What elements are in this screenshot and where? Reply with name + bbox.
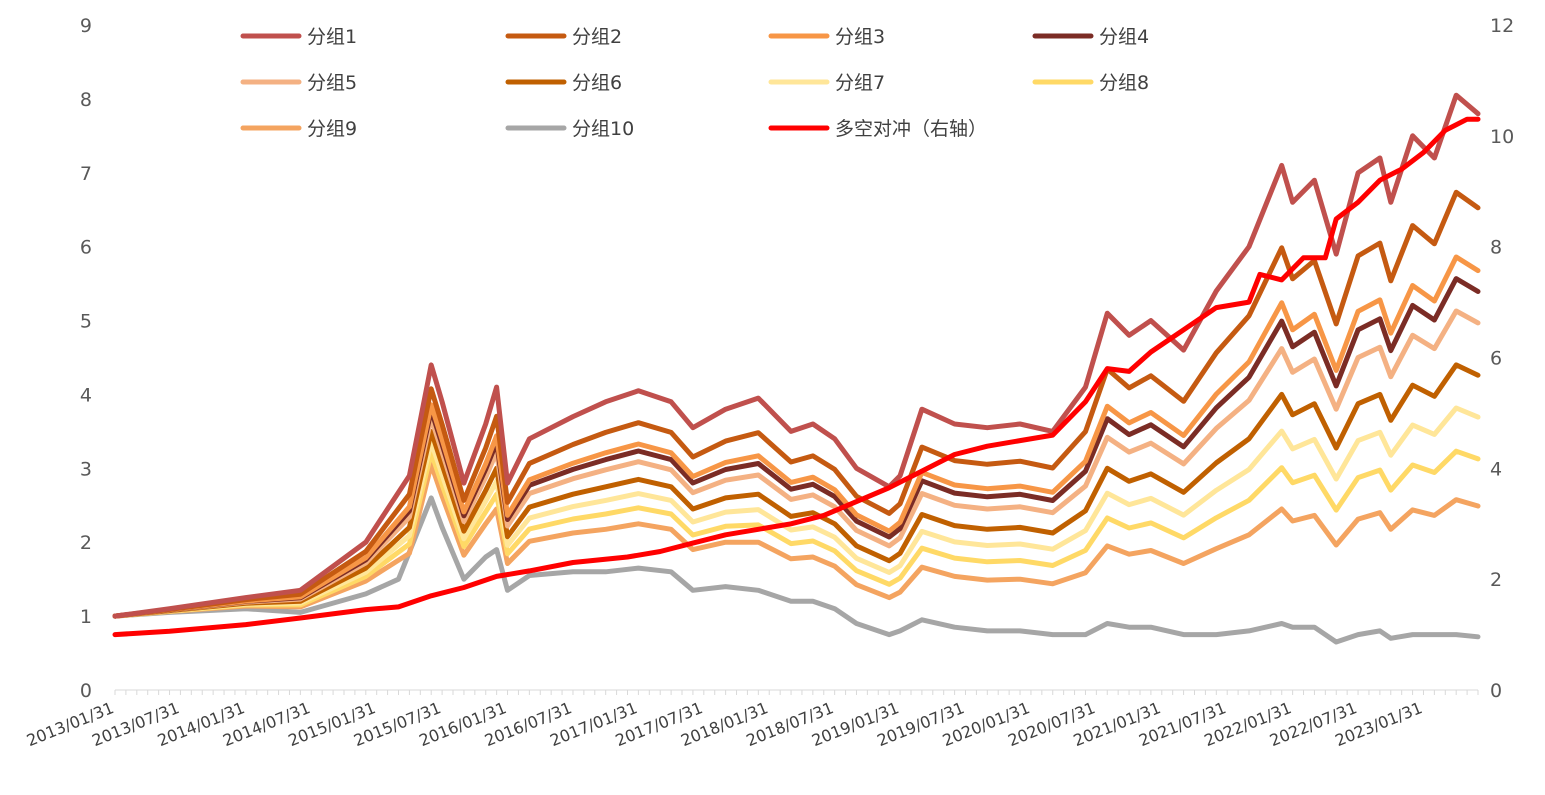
legend-label: 分组4 [1099,26,1149,48]
legend-label: 分组9 [307,118,357,140]
series-line [112,116,1481,638]
y-left-tick-label: 3 [80,458,92,480]
series-line [112,189,1481,619]
y-right-tick-label: 8 [1490,237,1502,259]
y-right-tick-label: 6 [1490,348,1502,370]
legend-label: 分组1 [307,26,357,48]
y-left-tick-label: 0 [80,680,92,702]
legend-label: 分组8 [1099,72,1149,94]
legend-label: 分组6 [572,72,622,94]
y-right-tick-label: 12 [1490,15,1514,37]
y-right-tick-label: 10 [1490,126,1514,148]
series-group [112,92,1481,645]
y-left-tick-label: 2 [80,532,92,554]
legend-label: 分组7 [835,72,885,94]
series-line [112,462,1481,619]
y-left-tick-label: 5 [80,311,92,333]
series-line [112,362,1481,619]
y-right-tick-label: 4 [1490,458,1502,480]
series-line [112,254,1481,619]
y-axis-right: 0 2 4 6 8 10 12 [1490,15,1514,702]
y-left-tick-label: 4 [80,384,92,406]
series-line [112,448,1481,619]
chart-legend: 分组1 分组2 分组3 分组4 分组5 分组6 分组7 分组8 分组9 分组10 多空对冲（右轴） [240,26,1149,140]
series-line [112,495,1481,645]
y-axis-left: 0 1 2 3 4 5 6 7 8 9 [80,15,92,702]
series-line [112,276,1481,619]
y-left-tick-label: 6 [80,237,92,259]
legend-label: 分组3 [835,26,885,48]
y-left-tick-label: 8 [80,89,92,111]
series-line [112,308,1481,619]
y-right-tick-label: 0 [1490,680,1502,702]
legend-label: 分组2 [572,26,622,48]
legend-label: 分组5 [307,72,357,94]
x-axis: 2013/01/312013/07/312014/01/312014/07/31… [24,689,1479,750]
y-left-tick-label: 9 [80,15,92,37]
series-line [112,92,1481,619]
series-line [112,405,1481,619]
legend-label: 分组10 [572,118,634,140]
legend-label: 多空对冲（右轴） [835,118,987,140]
y-left-tick-label: 7 [80,163,92,185]
y-left-tick-label: 1 [80,606,92,628]
y-right-tick-label: 2 [1490,569,1502,591]
